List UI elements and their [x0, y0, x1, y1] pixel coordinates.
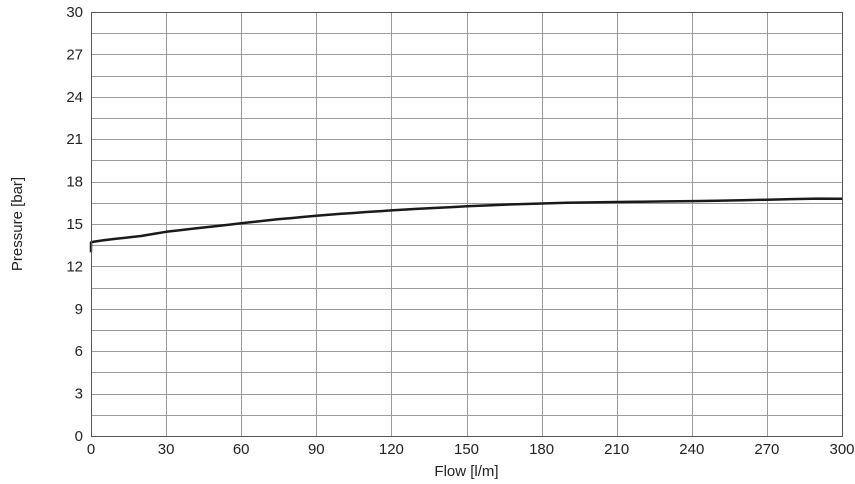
- x-tick-label: 150: [454, 441, 479, 458]
- y-tick-label: 18: [66, 174, 83, 191]
- y-tick-label: 0: [75, 428, 83, 445]
- x-tick-label: 0: [87, 441, 95, 458]
- y-tick-label: 9: [75, 301, 83, 318]
- y-tick-label: 27: [66, 46, 83, 63]
- x-tick-label: 180: [529, 441, 554, 458]
- x-tick-label: 120: [379, 441, 404, 458]
- y-tick-labels: 0 3 6 9 12 15 18 21 24 27 30: [66, 4, 83, 445]
- y-tick-label: 30: [66, 4, 83, 21]
- series-line: [89, 197, 843, 253]
- grid: [91, 12, 843, 437]
- x-axis-title: Flow [l/m]: [434, 463, 498, 480]
- y-tick-label: 15: [66, 216, 83, 233]
- y-axis-title: Pressure [bar]: [9, 177, 26, 271]
- y-tick-label: 24: [66, 89, 83, 106]
- x-tick-label: 240: [679, 441, 704, 458]
- x-tick-label: 90: [308, 441, 325, 458]
- x-tick-labels: 0 30 60 90 120 150 180 210 240 270 300: [87, 441, 855, 458]
- y-tick-label: 6: [75, 343, 83, 360]
- y-tick-label: 21: [66, 131, 83, 148]
- series-layer: [89, 197, 843, 253]
- x-tick-label: 210: [604, 441, 629, 458]
- y-tick-label: 12: [66, 258, 83, 275]
- x-tick-label: 60: [233, 441, 250, 458]
- x-tick-label: 30: [158, 441, 175, 458]
- y-tick-label: 3: [75, 386, 83, 403]
- x-tick-label: 300: [829, 441, 854, 458]
- x-tick-label: 270: [754, 441, 779, 458]
- plot-frame: [91, 12, 843, 437]
